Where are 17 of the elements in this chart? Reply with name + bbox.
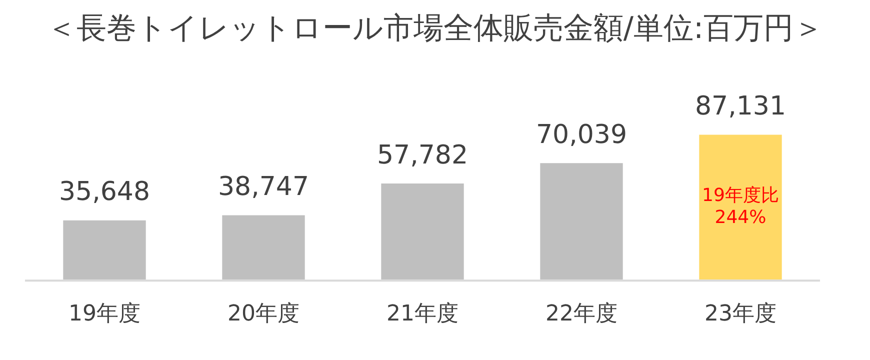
annotation: 19年度比 244% bbox=[702, 184, 779, 228]
data-label: 57,782 bbox=[377, 140, 468, 170]
bar bbox=[540, 163, 623, 280]
data-label: 35,648 bbox=[59, 177, 150, 208]
bar bbox=[63, 220, 146, 280]
x-tick-label: 21年度 bbox=[386, 302, 458, 327]
data-label: 38,747 bbox=[218, 172, 309, 202]
bar bbox=[381, 184, 464, 280]
x-tick-label: 19年度 bbox=[68, 302, 140, 327]
x-tick-label: 20年度 bbox=[228, 302, 300, 327]
data-label: 87,131 bbox=[695, 92, 786, 122]
data-label: 70,039 bbox=[536, 120, 627, 150]
x-tick-label: 23年度 bbox=[704, 302, 776, 327]
chart-title: ＜長巻トイレットロール市場全体販売金額/単位:百万円＞ bbox=[45, 10, 825, 48]
bar bbox=[222, 215, 305, 280]
x-tick-label: 22年度 bbox=[546, 302, 618, 327]
bar bbox=[699, 134, 782, 280]
